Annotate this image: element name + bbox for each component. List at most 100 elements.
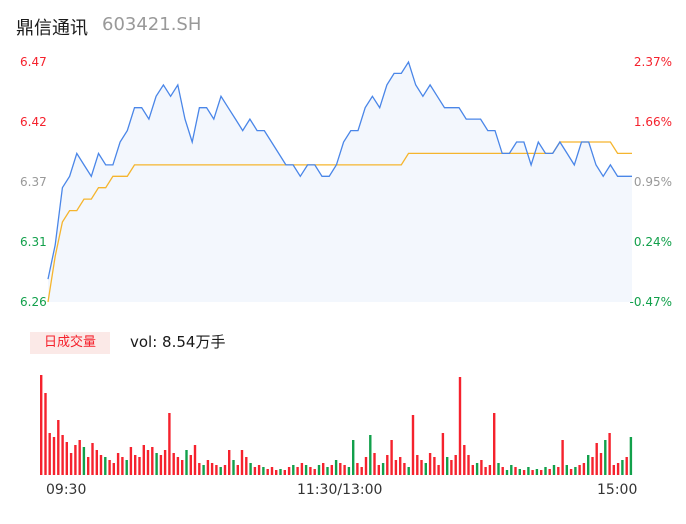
volume-bar — [198, 463, 201, 475]
volume-bar — [446, 457, 449, 475]
volume-bar — [364, 457, 368, 475]
volume-bar — [373, 453, 376, 475]
volume-bar — [561, 440, 564, 475]
volume-bar — [505, 470, 509, 475]
volume-bar — [548, 469, 551, 475]
y-tick-right: 0.24% — [633, 235, 672, 249]
volume-bar — [544, 467, 547, 475]
volume-bar — [557, 467, 560, 475]
volume-bar — [95, 450, 98, 475]
volume-bar — [52, 437, 56, 475]
volume-bar — [381, 463, 385, 475]
volume-bar — [343, 465, 346, 475]
volume-bar — [574, 467, 577, 475]
volume-bar — [99, 455, 103, 475]
volume-bar — [454, 455, 457, 475]
volume-bar — [616, 463, 620, 475]
volume-bar — [138, 457, 141, 475]
volume-bar — [608, 433, 611, 475]
volume-bar — [159, 455, 163, 475]
y-tick-left: 6.42 — [20, 115, 47, 129]
volume-bar — [450, 460, 453, 475]
volume-bar — [484, 467, 487, 475]
volume-bar — [510, 465, 513, 475]
x-tick-open: 09:30 — [46, 482, 87, 498]
volume-bar — [253, 467, 257, 475]
y-tick-right: 1.66% — [633, 115, 672, 129]
volume-bar — [587, 455, 590, 475]
volume-bar — [599, 453, 603, 475]
volume-bar — [69, 453, 73, 475]
volume-bar — [317, 465, 321, 475]
volume-bar — [458, 377, 462, 475]
volume-bar — [185, 450, 188, 475]
volume-bar — [210, 463, 214, 475]
volume-bar — [181, 460, 184, 475]
volume-bar — [467, 455, 470, 475]
volume-bar — [488, 465, 492, 475]
volume-bar — [309, 467, 312, 475]
y-tick-left: 6.47 — [20, 55, 47, 69]
volume-bar — [142, 445, 145, 475]
volume-bar — [108, 460, 111, 475]
volume-bar — [540, 470, 543, 475]
volume-bar — [441, 433, 445, 475]
volume-bar — [236, 465, 239, 475]
volume-bar — [330, 465, 333, 475]
volume-bar — [279, 469, 282, 475]
volume-bar — [527, 467, 530, 475]
price-line — [47, 60, 632, 280]
volume-bar — [625, 457, 628, 475]
volume-bar — [394, 460, 398, 475]
volume-bar — [78, 440, 81, 475]
volume-bar — [262, 467, 265, 475]
volume-bar — [163, 450, 167, 475]
volume-bar — [565, 465, 568, 475]
volume-bar — [134, 455, 137, 475]
volume-bar — [245, 457, 248, 475]
volume-bar — [552, 465, 556, 475]
volume-bar — [399, 457, 402, 475]
volume-bar — [48, 433, 51, 475]
volume-bar — [493, 413, 496, 475]
x-tick-close: 15:00 — [597, 482, 638, 498]
volume-bar — [223, 465, 227, 475]
volume-bar — [44, 393, 47, 475]
volume-bar — [386, 455, 389, 475]
volume-bar — [433, 457, 436, 475]
volume-tab[interactable]: 日成交量 — [30, 332, 110, 354]
volume-bar — [189, 455, 192, 475]
volume-bar — [629, 437, 633, 475]
volume-bar — [403, 463, 406, 475]
stock-name: 鼎信通讯 — [16, 18, 88, 39]
volume-bar — [206, 460, 210, 475]
y-tick-left: 6.31 — [20, 235, 47, 249]
volume-bar — [569, 469, 573, 475]
volume-bar — [518, 469, 521, 475]
volume-bar — [91, 443, 94, 475]
price-area-fill — [48, 62, 632, 302]
volume-bar — [257, 465, 261, 475]
volume-bar — [339, 463, 342, 475]
volume-bar — [270, 467, 274, 475]
volume-bar — [313, 469, 316, 475]
volume-bar — [535, 469, 539, 475]
volume-bar — [266, 469, 269, 475]
volume-bar — [202, 465, 205, 475]
volume-bar — [296, 467, 299, 475]
volume-bar — [168, 413, 171, 475]
volume-bar — [463, 445, 466, 475]
volume-bar — [287, 467, 291, 475]
y-tick-right: 2.37% — [633, 55, 672, 69]
volume-bar — [104, 457, 107, 475]
volume-bar — [501, 467, 504, 475]
volume-readout: vol: 8.54万手 — [130, 333, 226, 351]
y-tick-left: 6.26 — [20, 295, 47, 309]
volume-bar — [407, 467, 410, 475]
volume-bar — [582, 463, 586, 475]
volume-bar — [112, 463, 115, 475]
volume-bar — [531, 470, 534, 475]
volume-bar — [61, 435, 64, 475]
volume-bar — [283, 470, 286, 475]
